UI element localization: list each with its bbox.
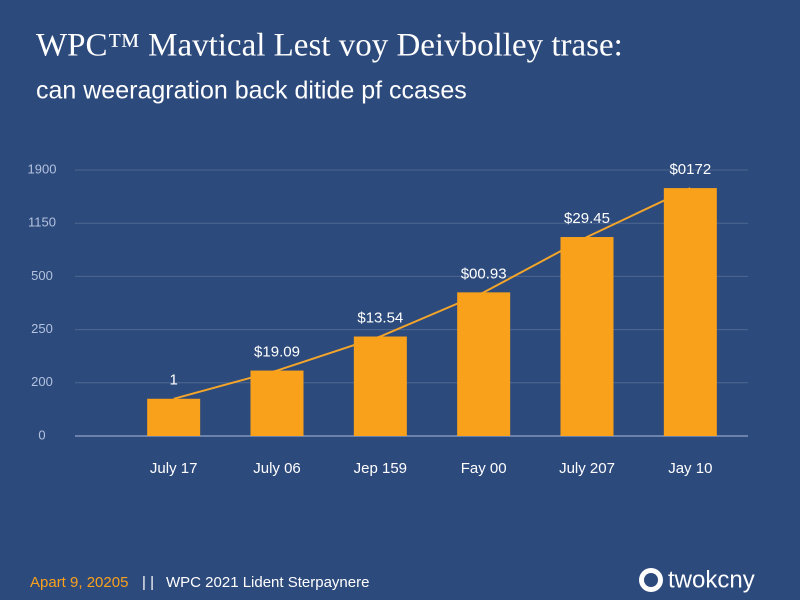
annotation: $00.93 (461, 265, 507, 282)
x-tick-label: July 207 (559, 460, 615, 477)
y-tick-label: 1150 (28, 215, 56, 230)
bar (560, 237, 614, 436)
logo: twokcny (639, 566, 755, 593)
bar (353, 336, 407, 436)
x-tick-label: Jep 159 (354, 460, 407, 477)
bar (663, 188, 717, 436)
x-tick-label: July 17 (150, 460, 198, 477)
annotation: $19.09 (254, 344, 300, 361)
footer-date: Apart 9, 20205 (30, 574, 128, 591)
plot-area: 0 200 250 500 1150 1900 July 17 1 July 06 $19.09 J… (28, 161, 748, 477)
x-tick-label: Jay 10 (668, 460, 712, 477)
footer-text: WPC 2021 Lident Sterpaynere (166, 574, 369, 591)
footer-separator: | | (142, 574, 154, 591)
chart-subtitle: can weeragration back ditide pf ccases (36, 77, 467, 105)
y-tick-label: 250 (31, 321, 53, 336)
annotation: $29.45 (564, 210, 610, 227)
y-tick-label: 1900 (28, 161, 57, 176)
logo-text: twokcny (668, 566, 755, 593)
bar (250, 370, 304, 436)
bar (147, 398, 201, 436)
annotation: $13.54 (357, 309, 403, 326)
y-tick-label: 200 (31, 374, 53, 389)
logo-icon-inner (644, 573, 658, 587)
x-tick-label: July 06 (253, 460, 301, 477)
annotation: 1 (169, 372, 177, 389)
y-tick-label: 0 (38, 427, 45, 442)
x-tick-label: Fay 00 (461, 460, 507, 477)
bar (457, 292, 511, 436)
annotation: $0172 (669, 161, 711, 178)
y-tick-label: 500 (31, 268, 53, 283)
chart-title: WPC™ Mavtical Lest voy Deivbolley trase: (36, 28, 623, 64)
